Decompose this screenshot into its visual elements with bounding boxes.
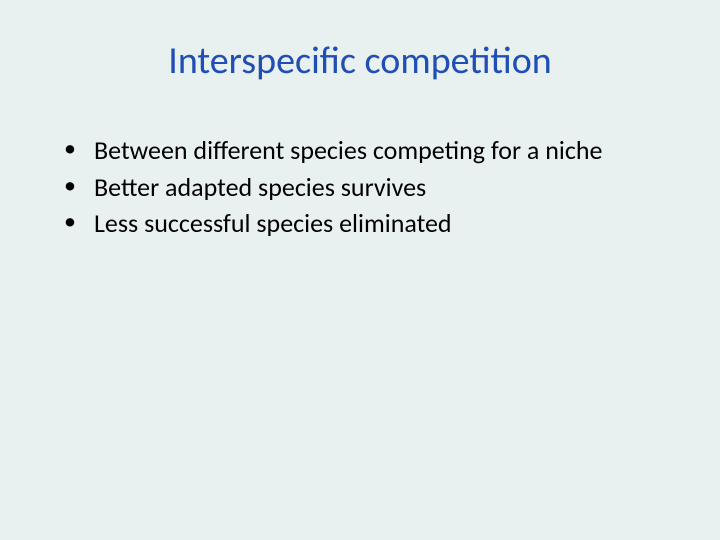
slide-title: Interspecific competition [40, 38, 680, 84]
slide-container: Interspecific competition Between differ… [0, 0, 720, 540]
bullet-list: Between different species competing for … [40, 134, 680, 240]
bullet-item: Between different species competing for … [64, 134, 680, 167]
bullet-item: Less successful species eliminated [64, 207, 680, 240]
bullet-item: Better adapted species survives [64, 171, 680, 204]
